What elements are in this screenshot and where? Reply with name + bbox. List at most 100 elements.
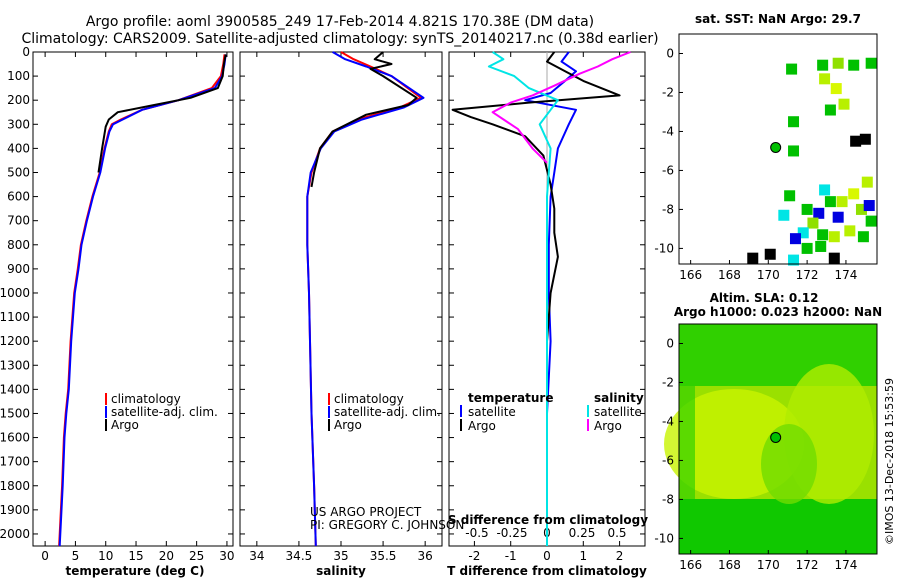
sst-cell [848,188,860,200]
s-diff-tick-label: 0.25 [569,526,596,540]
map-x-tick-label: 170 [757,558,780,572]
map-y-tick-label: -10 [654,241,674,255]
legend-temperature-title: temperature [468,391,553,405]
legend-argo-s: Argo [334,418,362,432]
x-tick-label: -1 [505,549,517,563]
imos-credit: ©IMOS 13-Dec-2018 15:53:59 [883,378,896,545]
salinity-panel: 34 34.5 35 35.5 36 salinity climatology sate… [239,51,464,578]
map-y-tick-label: -2 [662,85,674,99]
sla-band-south [679,499,877,554]
x-tick-label: 0 [41,549,49,563]
depth-tick-label: 200 [7,93,30,107]
depth-tick-label: 2000 [0,527,30,541]
depth-tick-label: 1900 [0,503,30,517]
salinity-legend: climatology satellite-adj. clim. Argo [328,392,441,432]
difference-x-axis: -2 -1 0 1 2 [468,52,623,563]
map-y-tick-label: -6 [662,163,674,177]
sst-cell [832,211,844,223]
legend-s-satellite: satellite [594,405,642,419]
sst-cell [778,209,790,221]
difference-y-ticks [449,51,645,535]
series-line-temperature-argo [451,51,621,342]
map-y-tick-label: 0 [666,46,674,60]
depth-tick-label: 1500 [0,406,30,420]
sst-cell [836,196,848,208]
sst-map: sat. SST: NaN Argo: 29.7 166 168 170 172 174… [654,12,878,282]
sst-cell [844,225,856,237]
depth-tick-label: 900 [7,262,30,276]
sla-argo-marker [770,431,782,443]
sst-map-frame [678,33,878,265]
sst-argo-marker [770,141,782,153]
sst-cell [830,83,842,95]
title-line-2: Climatology: CARS2009. Satellite-adjuste… [21,31,658,47]
x-tick-label: 2 [616,549,624,563]
sst-cell [838,98,850,110]
sst-cell [828,252,840,264]
temperature-legend: climatology satellite-adj. clim. Argo [105,392,218,432]
sst-cell [764,248,776,260]
sst-cell [828,231,840,243]
legend-satellite-s: satellite-adj. clim. [334,405,441,419]
sst-map-axes: 166 168 170 172 174 0 -2 -4 -6 -8 -10 [654,46,857,282]
depth-tick-label: 300 [7,117,30,131]
sst-cell [815,240,827,252]
map-x-tick-label: 166 [679,558,702,572]
map-x-tick-label: 172 [796,558,819,572]
sst-cell [801,242,813,254]
sst-cell [788,145,800,157]
x-tick-label: 30 [219,549,234,563]
sla-title-line-2: Argo h1000: 0.023 h2000: NaN [674,305,882,319]
series-line-argo [97,54,227,173]
sla-map: Altim. SLA: 0.12 Argo h1000: 0.023 h2000… [654,291,882,572]
s-diff-label: S difference from climatology [448,513,648,527]
salinity-frame [239,51,443,547]
legend-t-satellite: satellite [468,405,516,419]
sla-west-edge [679,386,695,499]
sst-cell [824,196,836,208]
sst-cell [813,207,825,219]
sst-cell [861,176,873,188]
depth-tick-label: 1600 [0,431,30,445]
sst-cell [788,254,800,266]
sst-cell [848,59,860,71]
x-tick-label: 20 [159,549,174,563]
map-y-tick-label: -6 [662,453,674,467]
depth-tick-label: 700 [7,214,30,228]
legend-s-argo: Argo [594,419,622,433]
salinity-lines [306,51,425,547]
map-y-tick-label: -8 [662,202,674,216]
legend-t-argo: Argo [468,419,496,433]
difference-top-axis: -0.5-0.2500.250.5 [465,526,626,540]
title-line-1: Argo profile: aoml 3900585_249 17-Feb-20… [86,14,594,30]
legend-climatology: climatology [111,392,181,406]
sst-cell [819,184,831,196]
map-x-tick-label: 168 [718,558,741,572]
sst-cell [819,73,831,85]
x-tick-label: 34 [249,549,264,563]
series-line-argo [310,51,418,188]
x-tick-label: 25 [189,549,204,563]
depth-tick-label: 1300 [0,358,30,372]
sst-cell [784,190,796,202]
x-tick-label: 0 [543,549,551,563]
depth-tick-label: 400 [7,141,30,155]
s-diff-tick-label: 0.5 [607,526,626,540]
sst-cells [747,57,877,266]
map-x-tick-label: 170 [757,268,780,282]
sla-map-frame [678,323,878,555]
depth-tick-label: 1000 [0,286,30,300]
x-tick-label: 34.5 [286,549,313,563]
x-tick-label: 10 [98,549,113,563]
sla-cells [664,324,877,554]
map-x-tick-label: 174 [834,558,857,572]
pi-annotation: PI: GREGORY C. JOHNSON [310,518,464,532]
map-x-tick-label: 172 [796,268,819,282]
salinity-xlabel: salinity [316,564,366,578]
depth-tick-label: 1800 [0,479,30,493]
s-diff-tick-label: -0.25 [496,526,527,540]
x-tick-label: 35 [333,549,348,563]
sst-cell [865,215,877,227]
salinity-x-axis: 34 34.5 35 35.5 36 [249,52,433,563]
